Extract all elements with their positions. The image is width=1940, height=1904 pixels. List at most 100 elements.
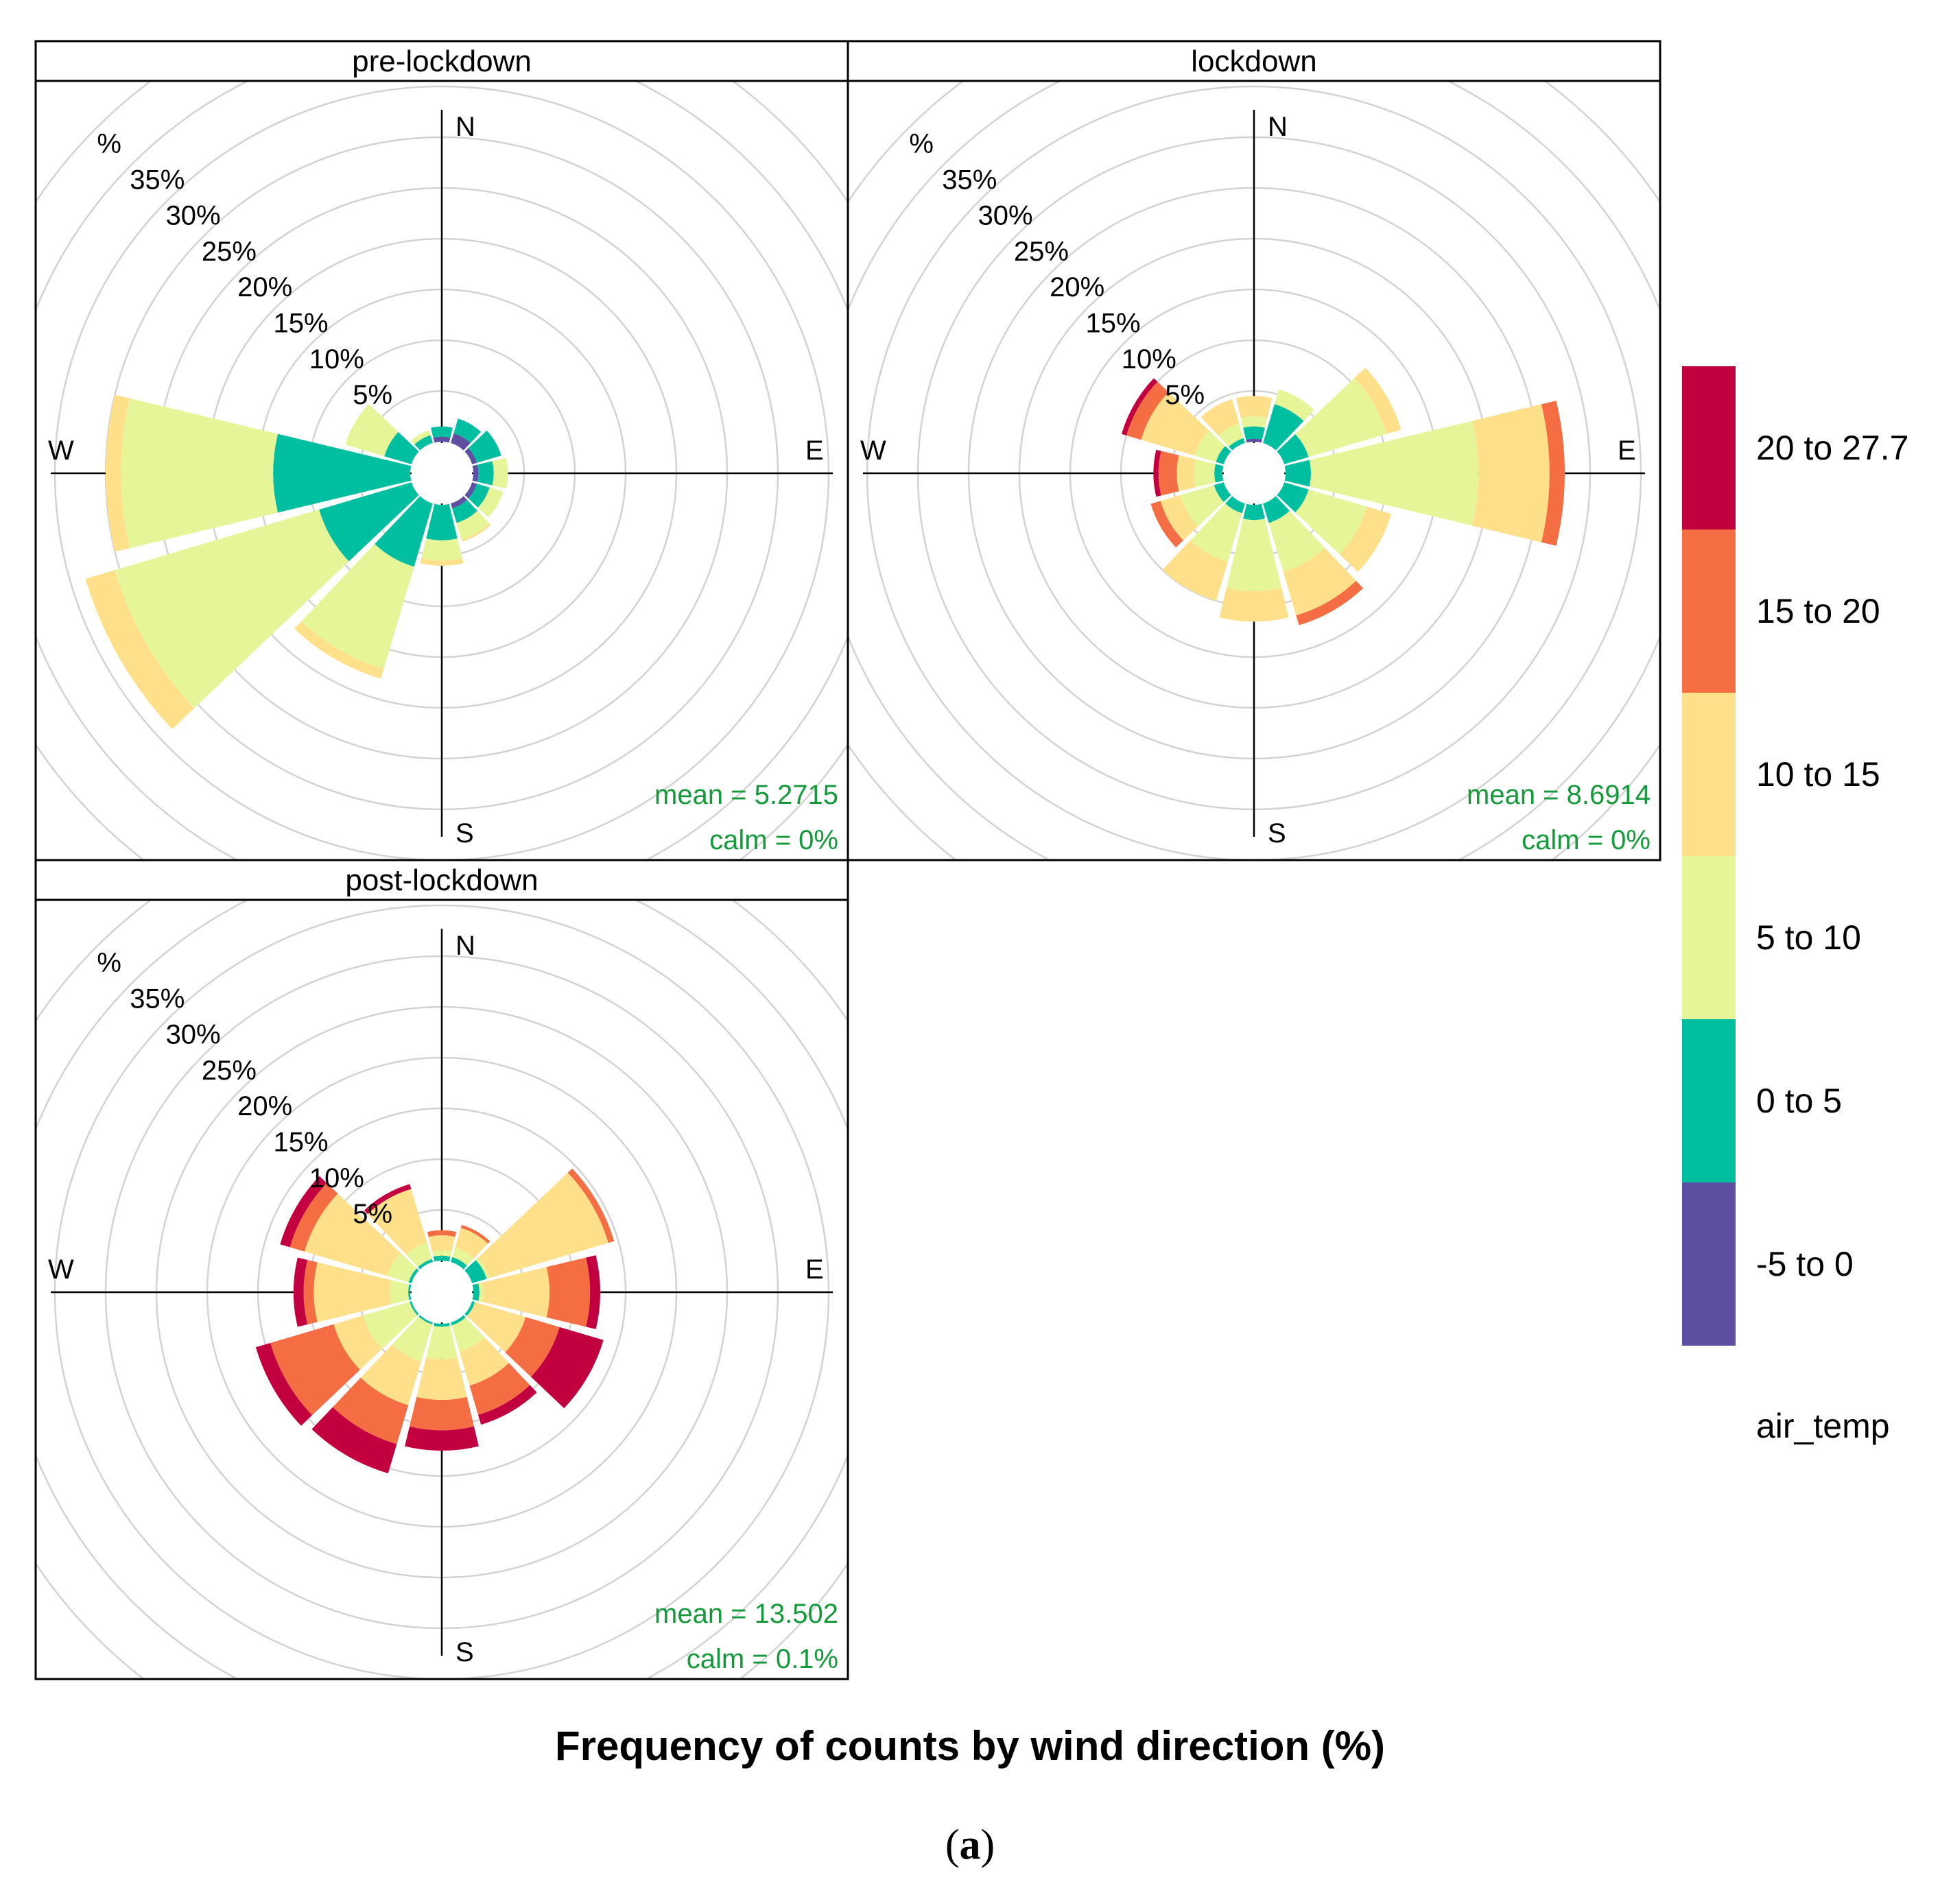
calm-label: calm = 0.1% (687, 1644, 838, 1674)
panel-title: pre-lockdown (352, 45, 532, 78)
wedge-120deg-bin-3 (1339, 506, 1392, 572)
wedge-120deg-bin-1 (1277, 482, 1309, 513)
wedge-330deg-bin-2 (1218, 423, 1244, 447)
wedge-240deg-bin-4 (1150, 501, 1183, 548)
wedge-300deg-bin-2 (345, 404, 399, 457)
wedge-120deg-bin-0 (464, 482, 477, 499)
direction-label-w: W (48, 1254, 74, 1285)
wedge-90deg-bin-4 (546, 1257, 591, 1327)
direction-label-e: E (1618, 436, 1636, 466)
wedge-180deg-bin-1 (1243, 503, 1265, 521)
wedge-180deg-bin-2 (421, 538, 462, 561)
mean-label: mean = 8.6914 (1467, 780, 1651, 810)
wedge-90deg-bin-4 (1541, 401, 1565, 546)
ring-label: 15% (273, 309, 328, 339)
wedge-60deg-bin-0 (464, 448, 477, 464)
wedge-90deg-bin-5 (586, 1255, 600, 1329)
wedge-150deg-bin-2 (1268, 510, 1325, 572)
wedge-0deg-bin-0 (433, 436, 451, 443)
wedge-30deg-bin-2 (1274, 389, 1314, 421)
wedge-90deg-bin-2 (478, 1282, 484, 1302)
wedge-30deg-bin-2 (452, 1247, 474, 1266)
wedge-90deg-bin-0 (472, 464, 479, 482)
wedge-150deg-bin-2 (456, 510, 490, 540)
wedge-150deg-bin-2 (451, 1317, 485, 1352)
direction-label-s: S (456, 1637, 474, 1667)
wedge-0deg-bin-3 (1235, 396, 1273, 418)
wedge-180deg-bin-5 (405, 1426, 479, 1451)
wedge-270deg-bin-3 (1176, 455, 1196, 492)
direction-label-e: E (805, 1254, 824, 1285)
ring-label-cut: % (97, 129, 121, 159)
panel-pre-lockdown: pre-lockdown N S E W 5% 10% 15% 20% 25% 30% 35%% m… (34, 40, 849, 861)
wedge-210deg-bin-1 (375, 496, 433, 567)
wedge-270deg-bin-4 (303, 1260, 318, 1324)
ring-label-cut: % (909, 129, 934, 159)
ring-label: 35% (130, 165, 185, 195)
ring-label: 5% (353, 1199, 392, 1229)
wedge-300deg-bin-3 (304, 1193, 401, 1276)
wedge-240deg-bin-3 (1160, 495, 1198, 540)
wedge-300deg-bin-4 (1126, 381, 1169, 440)
wedge-210deg-bin-5 (311, 1407, 397, 1474)
wedge-210deg-bin-1 (418, 1315, 433, 1324)
wedge-300deg-bin-2 (1194, 430, 1225, 462)
wedge-60deg-bin-3 (1354, 368, 1401, 434)
ring-label: 15% (273, 1128, 328, 1158)
color-legend: 20 to 27.7 15 to 20 10 to 15 5 to 10 0 to 5 -… (1682, 366, 1908, 1346)
wedge-90deg-bin-1 (472, 1283, 480, 1301)
panel-frame (847, 80, 1661, 861)
wedge-0deg-bin-0 (1246, 438, 1262, 443)
legend-swatch (1682, 693, 1736, 856)
wedge-270deg-bin-2 (1194, 459, 1216, 488)
wedge-90deg-bin-2 (1309, 420, 1479, 526)
wedge-270deg-bin-3 (105, 394, 130, 552)
ring-label: 10% (309, 344, 364, 374)
ring-label: 5% (1165, 380, 1205, 410)
ring-label-cut: % (97, 948, 121, 978)
ring-label: 30% (166, 1020, 221, 1050)
wedge-150deg-bin-1 (1263, 496, 1290, 523)
direction-label-n: N (456, 931, 475, 961)
figure-title: Frequency of counts by wind direction (%… (555, 1723, 1385, 1769)
wedge-30deg-bin-1 (1263, 404, 1304, 451)
center-hole (412, 1262, 472, 1322)
direction-label-s: S (456, 818, 474, 848)
caption-open: ( (945, 1822, 960, 1868)
legend-label: 15 to 20 (1756, 592, 1880, 630)
wedge-150deg-bin-3 (459, 1337, 509, 1386)
wedge-120deg-bin-3 (466, 1302, 526, 1353)
ring-label: 20% (237, 1091, 292, 1121)
wedge-120deg-bin-2 (1295, 489, 1367, 555)
wedge-0deg-bin-2 (431, 1250, 452, 1257)
wedge-120deg-bin-1 (464, 1301, 475, 1316)
wedge-210deg-bin-3 (360, 1344, 422, 1405)
direction-label-n: N (456, 112, 475, 142)
mean-label: mean = 13.502 (654, 1599, 838, 1629)
wedge-210deg-bin-3 (294, 621, 384, 679)
legend-swatch (1682, 1182, 1736, 1346)
wedge-330deg-bin-1 (1229, 438, 1245, 451)
wedge-270deg-bin-1 (273, 433, 412, 513)
wedge-180deg-bin-3 (420, 558, 464, 566)
direction-label-w: W (48, 436, 74, 466)
wedge-330deg-bin-5 (364, 1184, 412, 1215)
wedge-150deg-bin-1 (452, 499, 477, 523)
wedge-0deg-bin-4 (427, 1230, 457, 1237)
legend-swatch (1682, 529, 1736, 693)
direction-label-w: W (860, 436, 886, 466)
wedge-60deg-bin-1 (464, 1260, 487, 1283)
panel-lockdown: lockdown N S E W 5% 10% 15% 20% 25% 30% 35%% mean … (847, 40, 1661, 861)
wedge-60deg-bin-3 (477, 1172, 608, 1278)
ring-label: 10% (309, 1163, 364, 1193)
direction-label-n: N (1268, 112, 1288, 142)
wedge-270deg-bin-4 (1158, 451, 1179, 496)
legend-label: 20 to 27.7 (1756, 429, 1908, 467)
wedge-60deg-bin-4 (567, 1168, 615, 1243)
wedge-240deg-bin-2 (1180, 485, 1224, 527)
wedge-270deg-bin-2 (390, 1280, 410, 1305)
wedge-300deg-bin-1 (1216, 446, 1231, 464)
wedge-210deg-bin-3 (1162, 540, 1228, 601)
